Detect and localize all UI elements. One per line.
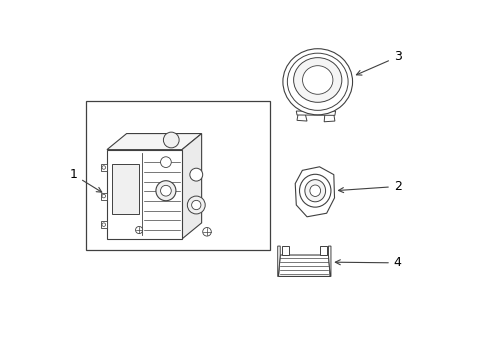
- Text: 3: 3: [356, 50, 401, 75]
- Circle shape: [189, 168, 203, 181]
- Polygon shape: [107, 134, 201, 150]
- Ellipse shape: [293, 58, 341, 102]
- Bar: [112, 164, 139, 214]
- Circle shape: [160, 157, 171, 167]
- Ellipse shape: [299, 174, 330, 207]
- Polygon shape: [296, 111, 335, 115]
- Polygon shape: [182, 134, 201, 239]
- Polygon shape: [324, 114, 334, 122]
- Circle shape: [160, 185, 171, 196]
- Ellipse shape: [302, 66, 332, 94]
- Ellipse shape: [287, 53, 347, 111]
- Bar: [85, 102, 269, 249]
- Polygon shape: [296, 114, 306, 121]
- Polygon shape: [328, 246, 330, 276]
- Ellipse shape: [309, 185, 320, 197]
- Circle shape: [102, 223, 105, 226]
- Bar: [101, 164, 107, 171]
- Text: 1: 1: [69, 168, 102, 192]
- Circle shape: [187, 196, 205, 214]
- Circle shape: [156, 181, 176, 201]
- Circle shape: [191, 201, 201, 210]
- Bar: [101, 193, 107, 200]
- Polygon shape: [278, 255, 329, 276]
- Circle shape: [203, 228, 211, 236]
- Circle shape: [102, 166, 105, 169]
- Bar: [107, 150, 182, 239]
- Text: 2: 2: [338, 180, 401, 193]
- Polygon shape: [277, 246, 280, 276]
- Circle shape: [102, 194, 105, 198]
- Circle shape: [135, 226, 142, 234]
- Text: 4: 4: [335, 256, 401, 269]
- Circle shape: [163, 132, 179, 148]
- Ellipse shape: [304, 180, 325, 202]
- Bar: [282, 246, 288, 255]
- Ellipse shape: [283, 49, 352, 115]
- Polygon shape: [295, 167, 334, 217]
- Bar: [319, 246, 326, 255]
- Bar: [101, 221, 107, 228]
